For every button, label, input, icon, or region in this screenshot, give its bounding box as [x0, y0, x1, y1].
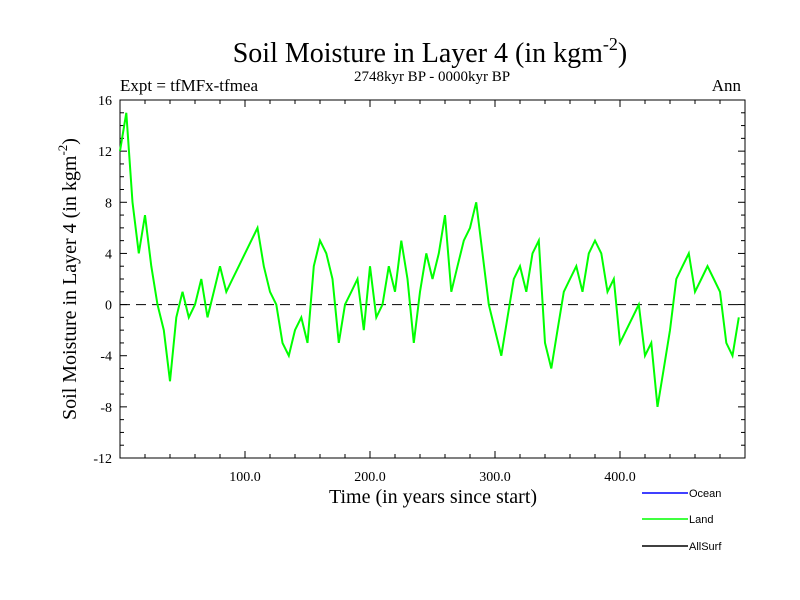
legend: Ocean Land AllSurf — [642, 488, 722, 553]
y-tick-label: 4 — [105, 247, 112, 262]
chart-title: Soil Moisture in Layer 4 (in kgm-2) — [233, 34, 628, 69]
y-axis-label-close: ) — [59, 138, 81, 145]
land-series-line — [119, 112, 740, 408]
y-tick-label: 8 — [105, 196, 112, 211]
y-axis: -12 -8 -4 0 4 8 12 16 — [93, 94, 745, 467]
x-tick-label: 200.0 — [354, 470, 386, 485]
x-axis-label: Time (in years since start) — [329, 486, 537, 508]
legend-label-land: Land — [689, 514, 713, 526]
y-axis-label: Soil Moisture in Layer 4 (in kgm-2) — [55, 138, 81, 420]
y-tick-label: -8 — [100, 401, 112, 416]
y-tick-label: 16 — [98, 94, 112, 109]
chart-subtitle: 2748kyr BP - 0000kyr BP — [354, 69, 510, 85]
season-label: Ann — [712, 76, 742, 95]
x-tick-label: 100.0 — [229, 470, 261, 485]
x-tick-label: 300.0 — [479, 470, 511, 485]
chart-title-close: ) — [618, 38, 627, 69]
y-tick-label: -12 — [93, 452, 112, 467]
y-tick-label: 12 — [98, 145, 112, 160]
x-tick-label: 400.0 — [604, 470, 636, 485]
legend-label-ocean: Ocean — [689, 488, 721, 500]
y-tick-label: -4 — [100, 350, 112, 365]
chart-title-superscript: -2 — [603, 34, 618, 54]
expt-label: Expt = tfMFx-tfmea — [120, 76, 258, 95]
x-axis: 100.0 200.0 300.0 400.0 — [144, 100, 721, 485]
legend-label-allsurf: AllSurf — [689, 541, 722, 553]
y-tick-label: 0 — [105, 299, 112, 314]
y-axis-label-superscript: -2 — [55, 145, 70, 156]
